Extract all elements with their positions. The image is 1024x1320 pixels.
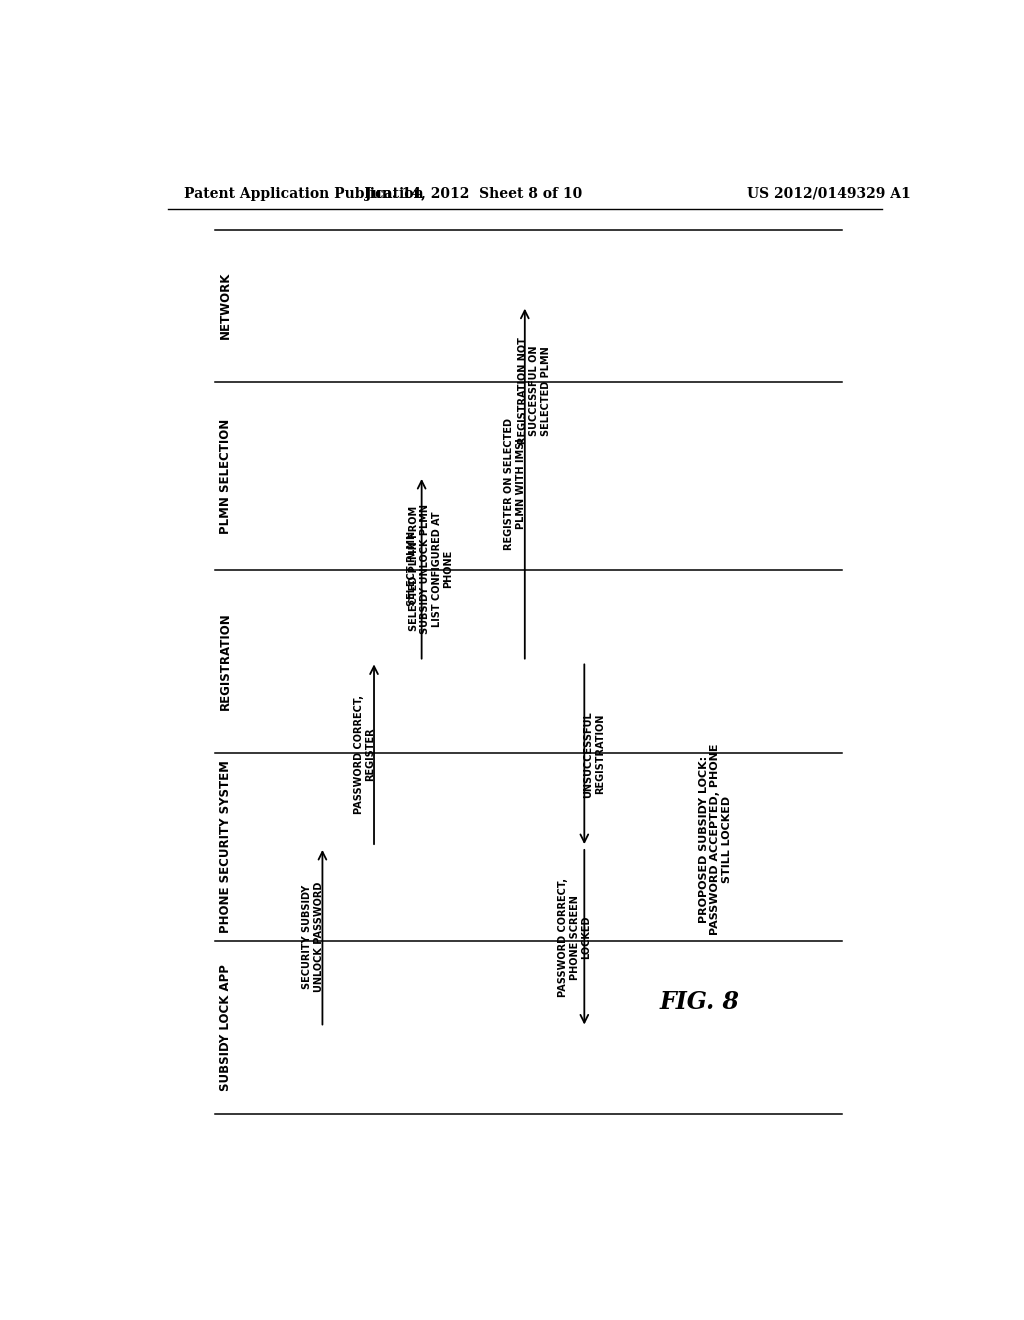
- Text: UNSUCCESSFUL
REGISTRATION: UNSUCCESSFUL REGISTRATION: [583, 711, 604, 797]
- Text: Patent Application Publication: Patent Application Publication: [183, 187, 423, 201]
- Text: REGISTRATION NOT
SUCCESSFUL ON
SELECTED PLMN: REGISTRATION NOT SUCCESSFUL ON SELECTED …: [518, 338, 551, 445]
- Text: SELECT PLMN: SELECT PLMN: [408, 531, 417, 606]
- Text: SUBSIDY LOCK APP: SUBSIDY LOCK APP: [219, 964, 232, 1090]
- Text: FIG. 8: FIG. 8: [659, 990, 739, 1014]
- Text: PLMN SELECTION: PLMN SELECTION: [219, 418, 232, 533]
- Text: PROPOSED SUBSIDY LOCK:
PASSWORD ACCEPTED, PHONE
STILL LOCKED: PROPOSED SUBSIDY LOCK: PASSWORD ACCEPTED…: [698, 743, 732, 935]
- Text: REGISTER ON SELECTED
PLMN WITH IMSI: REGISTER ON SELECTED PLMN WITH IMSI: [505, 417, 526, 549]
- Text: SELECTED PLMN FROM
SUBSIDY UNLOCK PLMN
LIST CONFIGURED AT
PHONE: SELECTED PLMN FROM SUBSIDY UNLOCK PLMN L…: [409, 504, 454, 634]
- Text: PHONE SECURITY SYSTEM: PHONE SECURITY SYSTEM: [219, 760, 232, 933]
- Text: REGISTRATION: REGISTRATION: [219, 612, 232, 710]
- Text: NETWORK: NETWORK: [219, 272, 232, 339]
- Text: Jun. 14, 2012  Sheet 8 of 10: Jun. 14, 2012 Sheet 8 of 10: [365, 187, 582, 201]
- Text: US 2012/0149329 A1: US 2012/0149329 A1: [748, 187, 910, 201]
- Text: PASSWORD CORRECT,
PHONE SCREEN
LOCKED: PASSWORD CORRECT, PHONE SCREEN LOCKED: [558, 878, 592, 997]
- Text: SECURITY SUBSIDY
UNLOCK PASSWORD: SECURITY SUBSIDY UNLOCK PASSWORD: [302, 882, 324, 993]
- Text: PASSWORD CORRECT,
REGISTER: PASSWORD CORRECT, REGISTER: [353, 694, 375, 813]
